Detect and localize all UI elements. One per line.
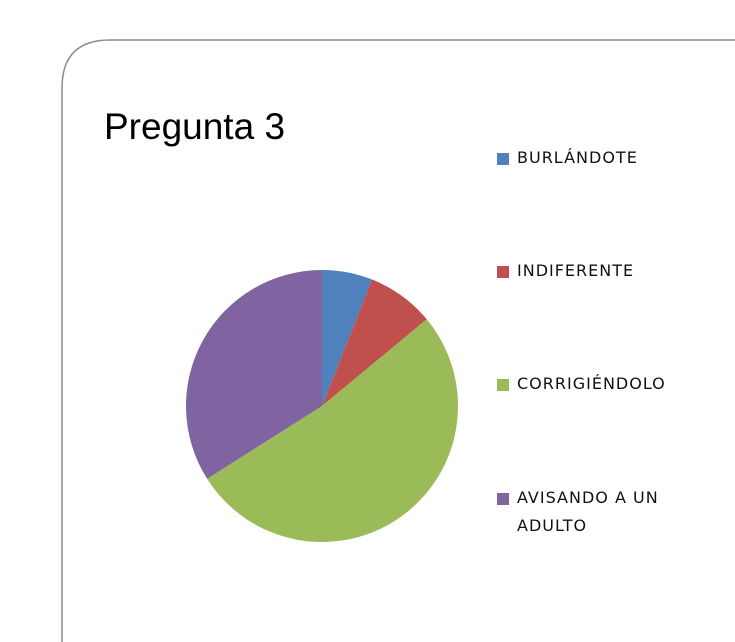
chart-title: Pregunta 3 bbox=[104, 106, 286, 147]
legend-label: INDIFERENTE bbox=[517, 261, 635, 280]
legend-item: INDIFERENTE bbox=[497, 261, 634, 285]
legend-label: CORRIGIÉNDOLO bbox=[517, 374, 666, 393]
pie-slice bbox=[322, 270, 373, 406]
legend-label: BURLÁNDOTE bbox=[517, 148, 638, 167]
pie-slice bbox=[322, 279, 427, 406]
chart-frame bbox=[61, 39, 735, 642]
legend-swatch bbox=[497, 266, 509, 278]
legend-swatch bbox=[497, 379, 509, 391]
legend-item: AVISANDO A UN ADULTO bbox=[497, 488, 717, 540]
legend-item: BURLÁNDOTE bbox=[497, 148, 638, 172]
legend-swatch bbox=[497, 493, 509, 505]
legend-item: CORRIGIÉNDOLO bbox=[497, 374, 666, 398]
pie-slice bbox=[207, 319, 459, 543]
pie-slice bbox=[186, 270, 322, 479]
legend-label: AVISANDO A UN ADULTO bbox=[517, 488, 659, 535]
legend-swatch bbox=[497, 153, 509, 165]
